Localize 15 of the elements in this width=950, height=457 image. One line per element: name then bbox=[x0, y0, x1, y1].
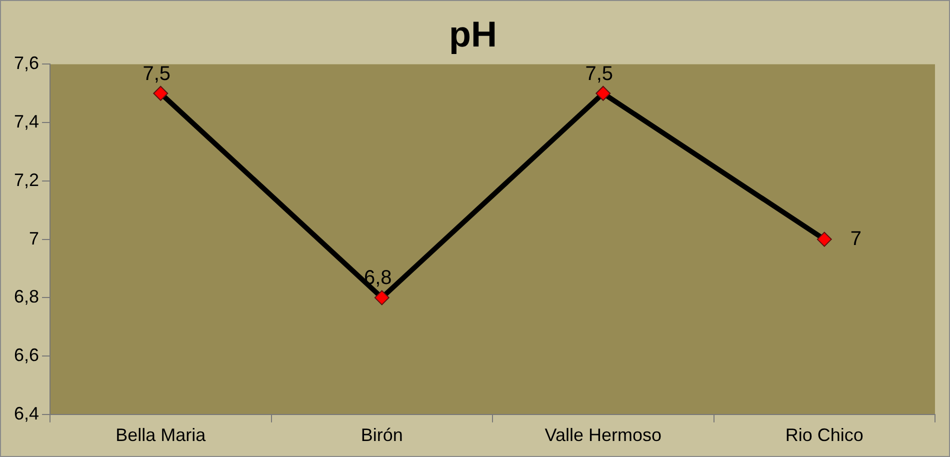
y-tick-label: 7,2 bbox=[14, 170, 40, 190]
y-tick-label: 7 bbox=[29, 228, 40, 248]
x-tick-label: Bella Maria bbox=[116, 425, 207, 446]
data-label: 7,5 bbox=[142, 62, 171, 85]
y-tick-label: 7,6 bbox=[14, 53, 40, 74]
chart-title: pH bbox=[449, 14, 497, 55]
data-label: 7,5 bbox=[585, 62, 614, 85]
x-tick-label: Birón bbox=[360, 425, 403, 446]
y-tick-label: 6,6 bbox=[14, 345, 40, 365]
data-label: 7 bbox=[850, 228, 862, 250]
x-tick-label: Valle Hermoso bbox=[544, 425, 662, 446]
x-tick-label: Rio Chico bbox=[785, 425, 864, 446]
y-tick-label: 6,8 bbox=[14, 286, 40, 307]
y-tick-label: 7,4 bbox=[14, 112, 40, 132]
y-tick-label: 6,4 bbox=[14, 403, 40, 424]
